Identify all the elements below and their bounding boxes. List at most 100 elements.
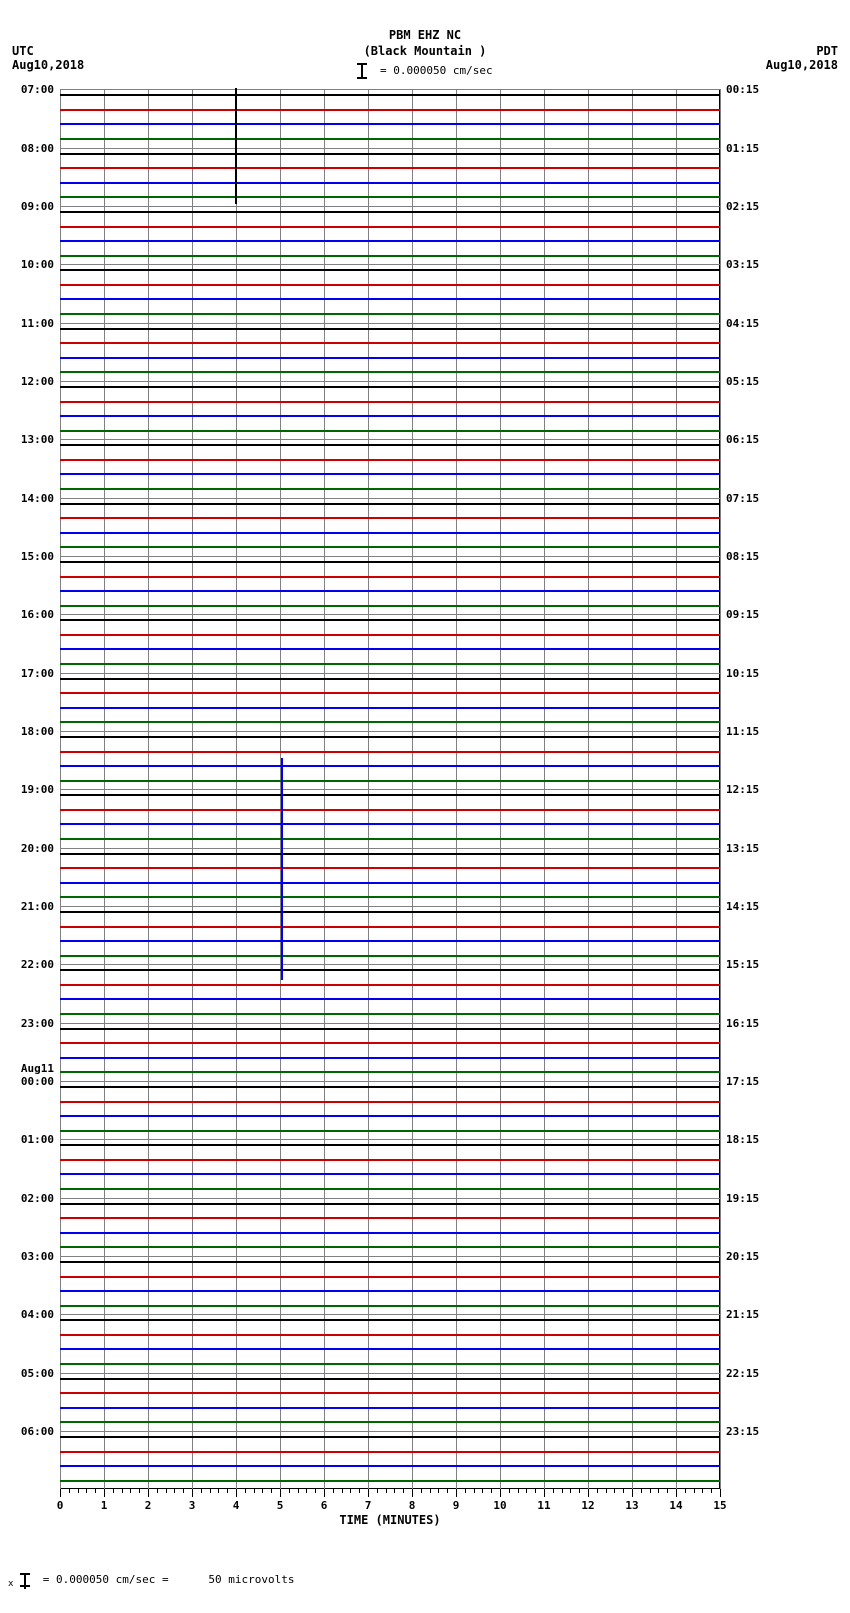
header: PBM EHZ NC (Black Mountain ) (0, 0, 850, 59)
pdt-hour-label: 11:15 (726, 726, 759, 737)
seismic-trace (60, 1130, 720, 1132)
seismic-trace (60, 1480, 720, 1482)
x-tick-label: 11 (537, 1499, 550, 1512)
utc-hour-label: 02:00 (0, 1193, 54, 1204)
x-tick-label: 4 (233, 1499, 240, 1512)
seismic-trace (60, 1217, 720, 1219)
tz-left-date: Aug10,2018 (12, 58, 84, 72)
pdt-hour-label: 16:15 (726, 1018, 759, 1029)
seismic-trace (60, 226, 720, 228)
x-tick-label: 2 (145, 1499, 152, 1512)
pdt-hour-label: 09:15 (726, 609, 759, 620)
seismic-trace (60, 1232, 720, 1234)
x-tick-label: 0 (57, 1499, 64, 1512)
seismic-event-spike (235, 88, 237, 204)
pdt-hour-label: 22:15 (726, 1368, 759, 1379)
seismic-trace (60, 1421, 720, 1423)
seismic-trace (60, 1276, 720, 1278)
pdt-hour-label: 18:15 (726, 1134, 759, 1145)
seismic-trace (60, 153, 720, 155)
seismic-trace (60, 911, 720, 913)
x-tick-label: 1 (101, 1499, 108, 1512)
seismic-trace (60, 1378, 720, 1380)
seismic-trace (60, 561, 720, 563)
seismic-trace (60, 167, 720, 169)
seismic-trace (60, 1071, 720, 1073)
seismic-trace (60, 269, 720, 271)
seismic-trace (60, 1144, 720, 1146)
utc-hour-label: 07:00 (0, 84, 54, 95)
scale-label: = 0.000050 cm/sec (380, 64, 493, 77)
seismic-trace (60, 357, 720, 359)
seismic-trace (60, 546, 720, 548)
pdt-hour-label: 17:15 (726, 1076, 759, 1087)
footer-text-a: = 0.000050 cm/sec = (43, 1573, 169, 1586)
pdt-hour-label: 04:15 (726, 318, 759, 329)
pdt-hour-label: 12:15 (726, 784, 759, 795)
pdt-hour-label: 02:15 (726, 201, 759, 212)
seismic-trace (60, 678, 720, 680)
tz-right: PDT Aug10,2018 (766, 44, 838, 73)
utc-hour-label: 16:00 (0, 609, 54, 620)
pdt-hour-label: 06:15 (726, 434, 759, 445)
pdt-hour-label: 07:15 (726, 493, 759, 504)
seismic-trace (60, 473, 720, 475)
x-tick-label: 15 (713, 1499, 726, 1512)
seismic-trace (60, 634, 720, 636)
pdt-hour-label: 00:15 (726, 84, 759, 95)
seismic-trace (60, 211, 720, 213)
station-name: (Black Mountain ) (0, 44, 850, 60)
utc-hour-label: 01:00 (0, 1134, 54, 1145)
seismic-trace (60, 1115, 720, 1117)
seismic-trace (60, 1348, 720, 1350)
seismic-trace (60, 882, 720, 884)
seismic-trace (60, 1465, 720, 1467)
seismic-trace (60, 1319, 720, 1321)
utc-hour-label: 00:00 (0, 1076, 54, 1087)
seismic-trace (60, 1407, 720, 1409)
pdt-hour-label: 14:15 (726, 901, 759, 912)
pdt-hour-label: 20:15 (726, 1251, 759, 1262)
seismic-trace (60, 765, 720, 767)
seismic-trace (60, 1363, 720, 1365)
seismic-trace (60, 1188, 720, 1190)
footer-scale-bar-icon (20, 1573, 30, 1587)
seismic-trace (60, 692, 720, 694)
utc-hour-label: 22:00 (0, 959, 54, 970)
pdt-hour-label: 13:15 (726, 843, 759, 854)
utc-hour-label: 20:00 (0, 843, 54, 854)
x-tick-label: 12 (581, 1499, 594, 1512)
scale-row: = 0.000050 cm/sec (0, 59, 850, 89)
seismic-trace (60, 1436, 720, 1438)
x-tick-label: 14 (669, 1499, 682, 1512)
seismic-trace (60, 123, 720, 125)
seismic-trace (60, 867, 720, 869)
seismic-trace (60, 196, 720, 198)
seismic-trace (60, 1203, 720, 1205)
seismic-trace (60, 255, 720, 257)
seismic-trace (60, 182, 720, 184)
seismic-trace (60, 1392, 720, 1394)
seismic-trace (60, 430, 720, 432)
utc-hour-label: 13:00 (0, 434, 54, 445)
seismic-trace (60, 459, 720, 461)
seismic-trace (60, 1086, 720, 1088)
x-tick-label: 3 (189, 1499, 196, 1512)
seismic-trace (60, 1159, 720, 1161)
seismogram-plot: 07:0000:1508:0001:1509:0002:1510:0003:15… (60, 89, 720, 1489)
seismic-trace (60, 955, 720, 957)
seismic-trace (60, 1028, 720, 1030)
seismic-trace (60, 576, 720, 578)
x-tick-label: 10 (493, 1499, 506, 1512)
seismic-trace (60, 298, 720, 300)
seismic-trace (60, 736, 720, 738)
seismic-trace (60, 794, 720, 796)
tz-right-tz: PDT (766, 44, 838, 58)
x-axis-title: TIME (MINUTES) (339, 1513, 440, 1527)
seismic-trace (60, 838, 720, 840)
seismic-trace (60, 1290, 720, 1292)
pdt-hour-label: 15:15 (726, 959, 759, 970)
pdt-hour-label: 03:15 (726, 259, 759, 270)
utc-hour-label: 06:00 (0, 1426, 54, 1437)
seismic-trace (60, 1246, 720, 1248)
